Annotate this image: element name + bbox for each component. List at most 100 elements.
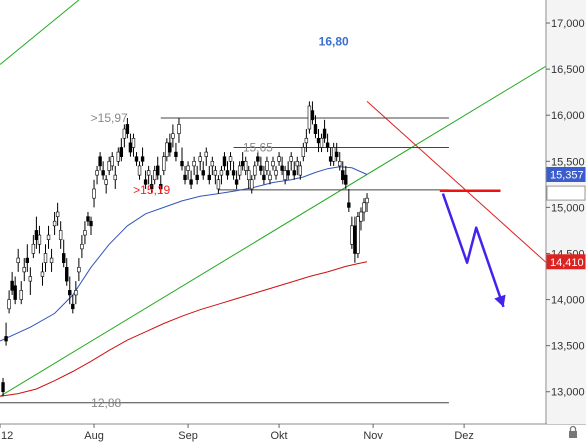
- candle-body: [228, 156, 233, 162]
- y-tick-label: 14,000: [551, 295, 585, 307]
- candle-body: [98, 156, 102, 167]
- candle-body: [177, 124, 181, 134]
- candle-body: [83, 230, 87, 236]
- x-tick-label: Aug: [84, 430, 104, 442]
- projection-path: [441, 193, 505, 308]
- candle-body: [192, 161, 196, 167]
- price-badge: [546, 166, 586, 182]
- candle-body: [292, 170, 296, 176]
- candle-body: [28, 276, 33, 282]
- candle-body: [31, 243, 36, 254]
- candle-body: [71, 303, 75, 310]
- candle-body: [277, 156, 281, 162]
- candle-body: [140, 156, 145, 162]
- candle-body: [244, 161, 248, 171]
- price-badge: [546, 254, 586, 270]
- candle-body: [107, 161, 111, 171]
- candle-body: [213, 170, 218, 176]
- candle-body: [89, 220, 93, 227]
- candle-body: [110, 156, 114, 167]
- annotation-label: 12,88: [91, 396, 121, 410]
- y-tick-label: 15,500: [551, 156, 585, 168]
- candle-body: [325, 142, 330, 148]
- candle-body: [80, 243, 84, 250]
- candle-body: [22, 267, 26, 273]
- candle-body: [268, 174, 272, 181]
- candle-body: [362, 202, 366, 213]
- x-tick-label: Sep: [178, 430, 198, 442]
- moving-average-50-line: [0, 166, 368, 342]
- candle-body: [180, 161, 184, 167]
- candle-body: [68, 290, 72, 296]
- candle-body: [207, 174, 211, 181]
- candle-body: [310, 110, 315, 121]
- candle-body: [16, 257, 20, 263]
- trendline-channel-upper: [0, 0, 80, 65]
- candle-body: [168, 142, 172, 153]
- moving-average-layer: [0, 166, 368, 397]
- candle-body: [104, 179, 108, 185]
- trendline-channel-lower: [0, 65, 546, 397]
- lock-icon-body: [569, 431, 577, 438]
- annotation-label: 16,80: [319, 34, 349, 48]
- candle-body: [250, 179, 254, 190]
- candle-body: [19, 290, 23, 300]
- candle-body: [65, 267, 69, 282]
- lock-icon: [569, 425, 577, 438]
- candle-body: [322, 128, 327, 139]
- candle-body: [313, 124, 318, 134]
- candle-body: [225, 170, 230, 176]
- y-tick-label: 16,500: [551, 64, 585, 76]
- candle-body: [198, 156, 202, 162]
- candle-body: [219, 170, 224, 176]
- candle-body: [216, 179, 221, 190]
- level-layer: [0, 117, 501, 404]
- candle-body: [331, 147, 336, 162]
- candle-body: [274, 170, 278, 176]
- candle-body: [204, 151, 208, 157]
- candle-body: [134, 156, 139, 162]
- candle-body: [265, 161, 269, 171]
- candle-body: [58, 230, 63, 240]
- candle-body: [40, 271, 45, 277]
- candle-body: [262, 174, 266, 181]
- candle-body: [149, 184, 154, 190]
- candle-body: [253, 165, 257, 176]
- candle-body: [74, 290, 78, 296]
- moving-average-200-line: [0, 261, 368, 397]
- y-tick-label: 16,000: [551, 110, 585, 122]
- candle-body: [25, 257, 29, 263]
- x-tick-label: Okt: [271, 430, 288, 442]
- candle-body: [341, 170, 345, 181]
- candle-body: [125, 124, 130, 134]
- candle-body: [4, 336, 8, 342]
- candle-body: [316, 137, 321, 144]
- candle-body: [334, 151, 339, 157]
- projection-layer: [441, 193, 506, 308]
- candle-body: [49, 257, 54, 263]
- candle-body: [283, 170, 287, 181]
- candle-body: [13, 285, 17, 300]
- x-tick-label: 12: [1, 430, 13, 442]
- candle-layer: [1, 101, 369, 397]
- candle-body: [328, 156, 333, 162]
- candle-body: [153, 170, 157, 181]
- price-badge-label: 15,357: [550, 169, 584, 181]
- candle-body: [95, 170, 99, 176]
- candle-body: [143, 179, 148, 185]
- candle-body: [240, 161, 245, 167]
- candle-body: [92, 188, 96, 199]
- y-axis-panel: [547, 0, 586, 424]
- candle-body: [356, 216, 360, 254]
- annotation-label: >15,97: [91, 111, 128, 125]
- candle-body: [171, 133, 175, 139]
- candle-body: [183, 174, 187, 181]
- candle-body: [295, 161, 299, 167]
- y-tick-label: 17,000: [551, 18, 585, 30]
- candle-body: [34, 230, 39, 240]
- candle-body: [165, 142, 169, 157]
- candle-body: [365, 197, 369, 204]
- candle-body: [222, 156, 227, 167]
- candle-body: [237, 165, 242, 176]
